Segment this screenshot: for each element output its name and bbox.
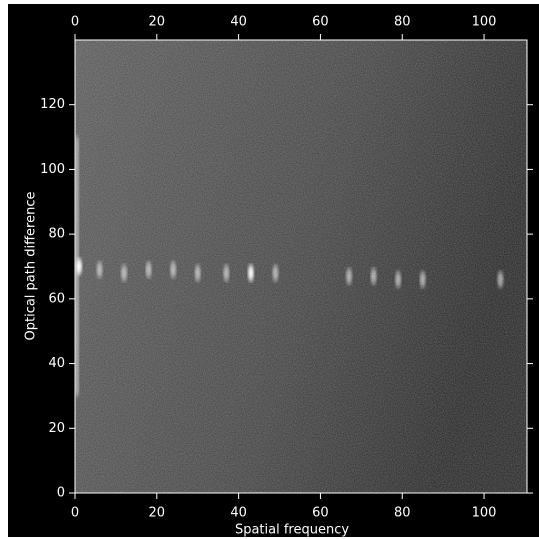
peak — [370, 268, 377, 285]
x-tick-label-top: 0 — [71, 15, 79, 30]
y-tick-label: 120 — [40, 97, 65, 112]
marks — [75, 137, 504, 396]
peak — [76, 258, 83, 275]
peak — [272, 264, 279, 281]
peak — [194, 264, 201, 281]
y-tick-label: 100 — [40, 162, 65, 177]
x-tick-label-top: 20 — [149, 15, 166, 30]
peak — [223, 264, 230, 281]
image-noise — [75, 40, 527, 493]
peak — [145, 261, 152, 278]
peak — [170, 261, 177, 278]
x-tick-label: 80 — [394, 506, 411, 521]
y-tick-label: 60 — [48, 291, 65, 306]
peak — [96, 261, 103, 278]
x-tick-label-top: 100 — [472, 15, 497, 30]
x-tick-label-top: 60 — [312, 15, 329, 30]
y-axis-title: Optical path difference — [24, 191, 39, 340]
x-tick-label-top: 40 — [230, 15, 247, 30]
y-tick-label: 40 — [48, 356, 65, 371]
peak — [346, 268, 353, 285]
x-axis-title: Spatial frequency — [235, 523, 349, 538]
x-tick-label: 40 — [230, 506, 247, 521]
x-tick-label-top: 80 — [394, 15, 411, 30]
x-tick-label: 100 — [472, 506, 497, 521]
x-tick-label: 20 — [149, 506, 166, 521]
peak — [419, 271, 426, 288]
x-tick-label: 0 — [71, 506, 79, 521]
peak — [247, 264, 254, 281]
peak — [121, 264, 128, 281]
y-tick-label: 80 — [48, 227, 65, 242]
peak — [497, 271, 504, 288]
x-tick-label: 60 — [312, 506, 329, 521]
y-tick-label: 0 — [57, 486, 65, 501]
y-tick-label: 20 — [48, 421, 65, 436]
peak — [395, 271, 402, 288]
